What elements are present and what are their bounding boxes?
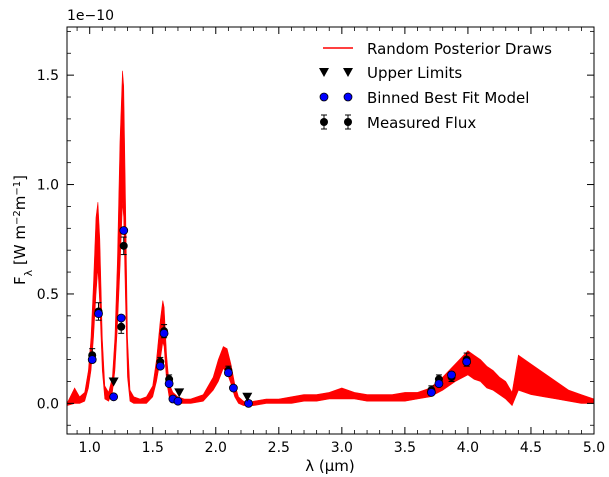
offset-text: 1e−10 [67,8,114,24]
measured-flux-point [119,241,128,250]
x-axis-label: λ (μm) [305,457,355,475]
posterior-draws-band [66,70,595,407]
y-tick-label: 0.0 [37,396,59,412]
x-tick-label: 3.5 [394,440,416,456]
binned-model-point [164,379,174,389]
y-label-exp1: −2 [12,210,23,225]
legend-circle-marker [319,92,329,102]
y-tick-label: 1.0 [37,178,59,194]
binned-model-point [173,396,183,406]
binned-model-point [109,392,119,402]
binned-model-point [462,357,472,367]
binned-model-point [447,370,456,380]
binned-model-point [94,309,103,319]
x-tick-label: 2.0 [205,440,227,456]
y-label-unit-end: ] [11,175,29,181]
x-tick-label: 5.0 [583,440,605,456]
y-label-unit-mid: m [11,196,29,211]
binned-model-point [119,226,129,235]
legend-errorbar-marker [344,114,352,130]
legend-label-posterior: Random Posterior Draws [367,40,552,58]
measured-flux-point [117,322,126,331]
y-label-exp2: −1 [12,181,23,196]
binned-model-point [426,388,436,397]
legend-triangle-marker [343,68,353,77]
binned-model-point [229,383,238,393]
legend-circle-marker [343,92,353,102]
x-tick-label: 4.0 [457,440,479,456]
y-tick-label: 0.5 [37,287,59,303]
x-tick-label: 1.0 [79,440,101,456]
legend-triangle-marker [319,68,329,77]
binned-model-point [116,313,126,323]
x-tick-label: 2.5 [268,440,290,456]
upper-limit-marker [174,388,185,398]
upper-limit-marker [108,377,119,387]
y-axis-label: Fλ [W m−2m−1] [11,175,35,285]
y-tick-label: 1.5 [37,68,59,84]
legend-errorbar-marker [320,114,328,130]
x-tick-label: 4.5 [520,440,542,456]
binned-model-point [159,328,169,338]
binned-model-point [244,398,253,408]
y-label-unit: [W m [11,225,29,270]
x-tick-label: 3.0 [331,440,353,456]
legend-label-measured-flux: Measured Flux [367,114,476,132]
binned-model-point [87,355,97,365]
binned-model-point [434,379,444,389]
upper-limit-marker [242,392,253,402]
y-label-sub: λ [22,269,35,276]
binned-model-point [223,368,233,378]
y-label-main: F [11,276,29,285]
binned-model-point [155,361,165,371]
legend-label-binned-model: Binned Best Fit Model [367,89,529,107]
legend: Random Posterior Draws Upper Limits Binn… [319,40,552,132]
x-tick-label: 1.5 [142,440,164,456]
plot-frame [66,26,595,435]
legend-label-upper-limits: Upper Limits [367,64,462,82]
